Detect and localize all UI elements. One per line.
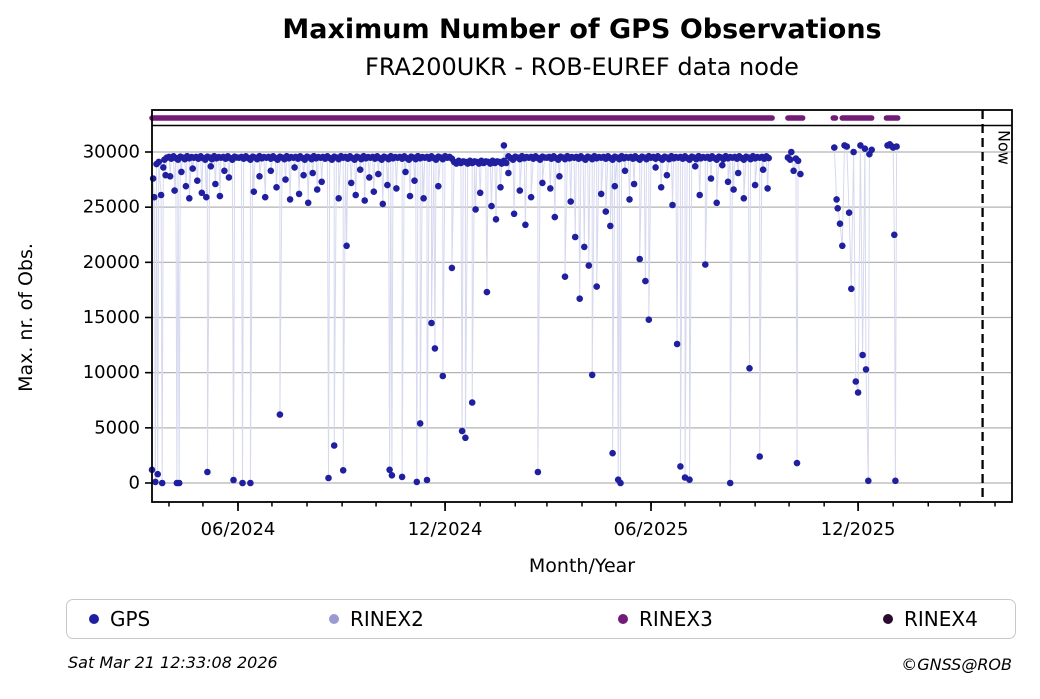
legend-item-gps: GPS (89, 600, 150, 638)
legend-marker-icon (329, 614, 339, 624)
y-tick-label: 15000 (83, 307, 140, 328)
copyright-label: ©GNSS@ROB (901, 655, 1012, 674)
plot-timestamp: Sat Mar 21 12:33:08 2026 (68, 653, 278, 672)
legend-label: GPS (110, 607, 151, 631)
x-axis-title: Month/Year (529, 555, 635, 577)
y-tick-label: 5000 (94, 417, 140, 438)
y-axis-title: Max. nr. of Obs. (15, 243, 37, 392)
y-tick-label: 20000 (83, 252, 140, 273)
legend-marker-icon (618, 614, 628, 624)
x-tick-label: 12/2025 (821, 519, 896, 540)
legend-marker-icon (883, 614, 893, 624)
y-tick-label: 10000 (83, 362, 140, 383)
y-tick-label: 25000 (83, 197, 140, 218)
y-axis-ticks: 0 5000 10000 15000 20000 25000 30000 (83, 142, 152, 494)
x-tick-label: 06/2025 (614, 519, 689, 540)
legend-item-rinex3: RINEX3 (618, 600, 713, 638)
legend-marker-icon (89, 614, 99, 624)
legend-item-rinex4: RINEX4 (883, 600, 978, 638)
gps-points (148, 141, 900, 487)
chart-subtitle: FRA200UKR - ROB-EUREF data node (365, 53, 799, 82)
x-axis-ticks: 06/2024 12/2024 06/2025 12/2025 (168, 502, 996, 540)
legend-item-rinex2: RINEX2 (329, 600, 424, 638)
legend-label: RINEX4 (904, 607, 978, 631)
y-tick-label: 30000 (83, 142, 140, 163)
legend-label: RINEX3 (639, 607, 713, 631)
y-tick-label: 0 (129, 473, 140, 494)
x-tick-label: 06/2024 (201, 519, 276, 540)
x-tick-label: 12/2024 (408, 519, 483, 540)
chart-legend: GPS RINEX2 RINEX3 RINEX4 (66, 599, 1016, 639)
legend-label: RINEX2 (350, 607, 424, 631)
chart-title: Maximum Number of GPS Observations (282, 14, 882, 45)
now-marker-label: Now (995, 130, 1014, 165)
